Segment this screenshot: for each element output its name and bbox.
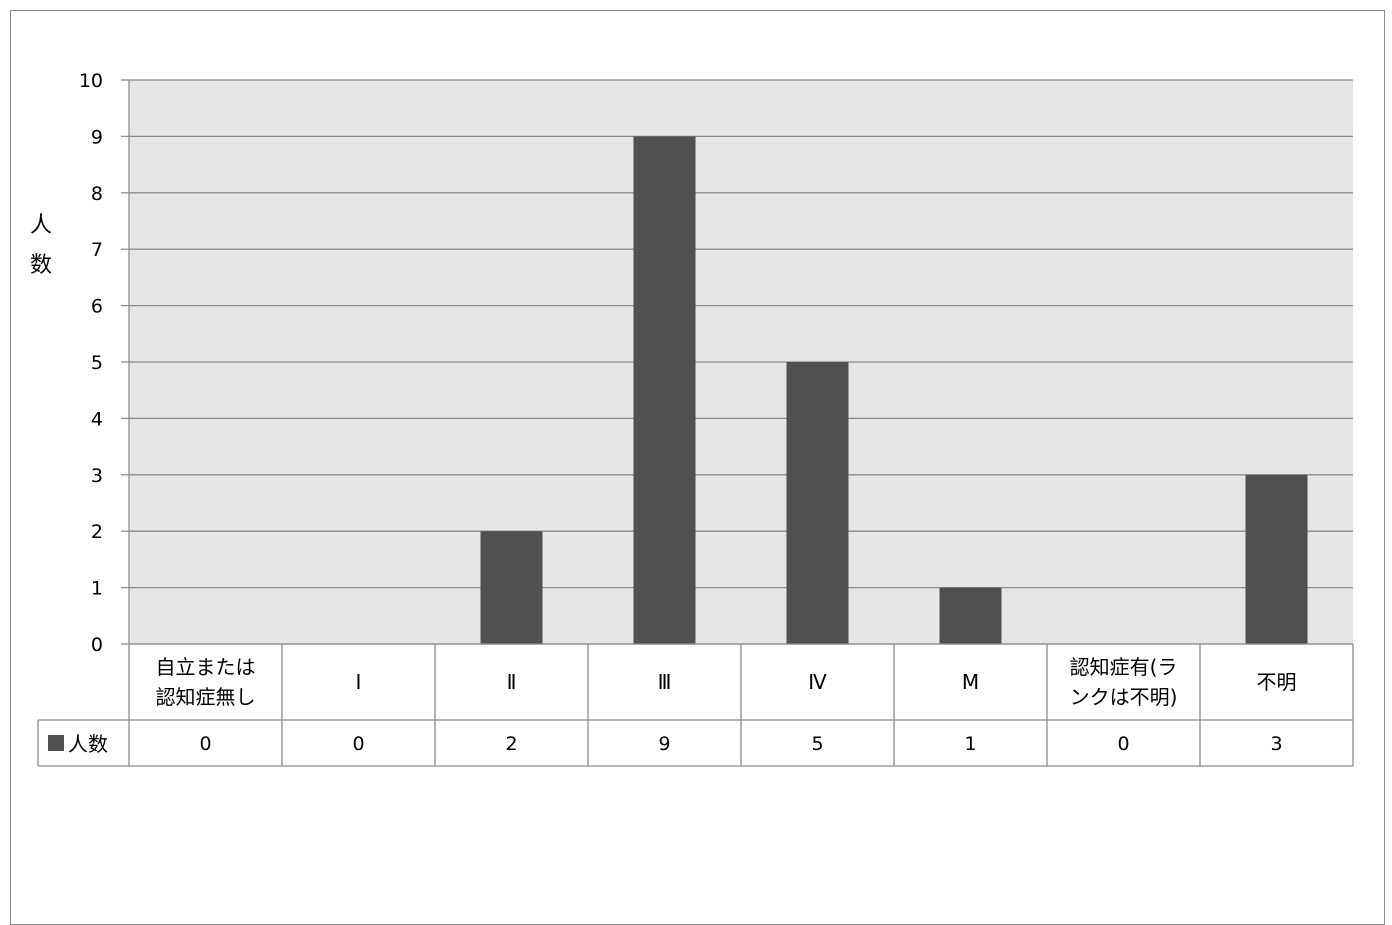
y-tick-label: 9 [91,126,103,148]
y-tick-label: 10 [79,70,103,92]
legend-label: 人数 [68,732,108,756]
y-tick-label: 3 [91,465,103,487]
y-axis-label-char: 数 [30,253,52,278]
y-tick-label: 0 [91,634,103,656]
data-value-label: 2 [505,733,517,755]
y-tick-label: 1 [91,578,103,600]
bars [480,136,1308,644]
category-label: M [962,670,979,694]
bar [1245,474,1308,644]
data-value-label: 9 [658,733,670,755]
bar [786,362,849,644]
category-label: Ⅱ [507,670,517,694]
bar [633,136,696,644]
category-label: ンクは不明) [1070,685,1178,709]
data-value-label: 3 [1270,733,1282,755]
category-label: 自立または [156,655,256,679]
y-axis-label: 人数 [30,213,52,278]
category-label: Ⅲ [658,670,672,694]
data-value-label: 0 [199,733,211,755]
y-tick-label: 7 [91,239,103,261]
gridlines [129,79,1353,645]
category-label: Ⅳ [808,670,827,694]
legend-marker [48,735,64,751]
bar [939,587,1002,644]
y-tick-label: 6 [91,296,103,318]
category-label: 認知症有(ラ [1070,655,1178,679]
y-axis-label-char: 人 [30,213,52,238]
y-axis-ticks: 0 1 2 3 4 5 6 7 8 9 10 [79,70,130,656]
y-tick-label: 8 [91,183,103,205]
data-value-label: 5 [811,733,823,755]
data-value-label: 0 [1117,733,1129,755]
bar [480,531,543,644]
category-label: Ⅰ [356,670,362,694]
y-tick-label: 2 [91,521,103,543]
y-tick-label: 5 [91,352,103,374]
y-tick-label: 4 [91,408,103,430]
data-value-label: 0 [352,733,364,755]
category-label: 不明 [1257,670,1297,694]
category-label: 認知症無し [156,685,256,709]
data-value-label: 1 [964,733,976,755]
